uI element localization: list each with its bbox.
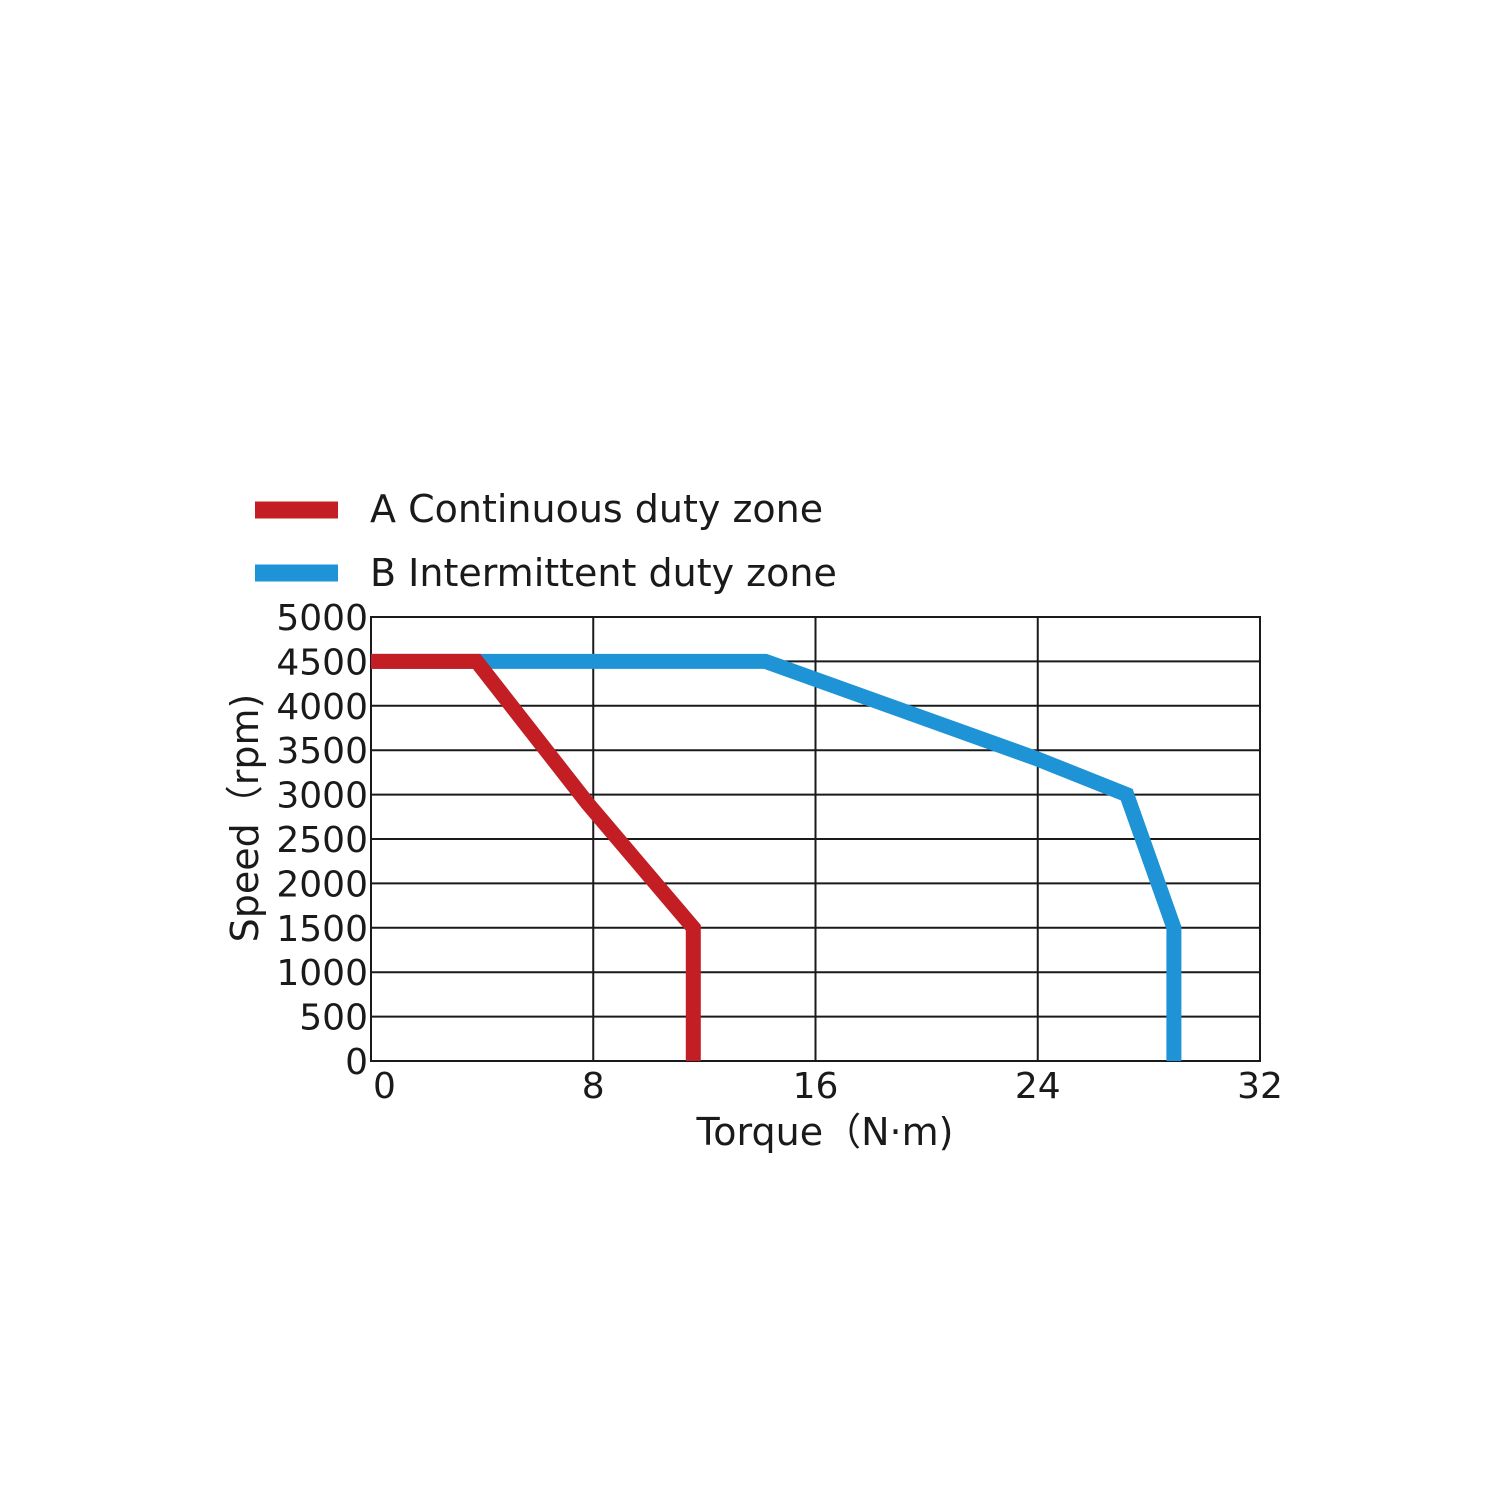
y-tick-label: 0 — [345, 1042, 368, 1083]
legend: A Continuous duty zone B Intermittent du… — [255, 487, 837, 595]
y-axis-label: Speed（rpm) — [223, 694, 267, 943]
legend-label-intermittent: B Intermittent duty zone — [370, 551, 837, 595]
x-tick-label: 24 — [1015, 1066, 1061, 1107]
series-line-continuous — [371, 653, 701, 1061]
y-tick-label: 1000 — [276, 953, 368, 994]
plot-frame — [370, 616, 1261, 1062]
y-tick-label: 3500 — [276, 731, 368, 772]
series-line-intermittent — [371, 653, 1182, 1061]
x-tick-labels: 0 8 16 24 32 — [373, 1066, 1283, 1107]
y-tick-label: 1500 — [276, 909, 368, 950]
x-axis-label: Torque（N·m) — [696, 1110, 954, 1154]
x-tick-label: 32 — [1237, 1066, 1283, 1107]
y-tick-label: 4500 — [276, 642, 368, 683]
y-tick-label: 5000 — [276, 598, 368, 639]
x-tick-label: 8 — [582, 1066, 605, 1107]
series-lines — [371, 653, 1182, 1061]
x-tick-label: 0 — [373, 1066, 396, 1107]
y-tick-label: 500 — [299, 998, 368, 1039]
y-tick-label: 4000 — [276, 687, 368, 728]
y-tick-label: 2500 — [276, 820, 368, 861]
x-tick-label: 16 — [793, 1066, 839, 1107]
y-tick-label: 2000 — [276, 864, 368, 905]
legend-label-continuous: A Continuous duty zone — [370, 487, 823, 531]
y-tick-label: 3000 — [276, 776, 368, 817]
